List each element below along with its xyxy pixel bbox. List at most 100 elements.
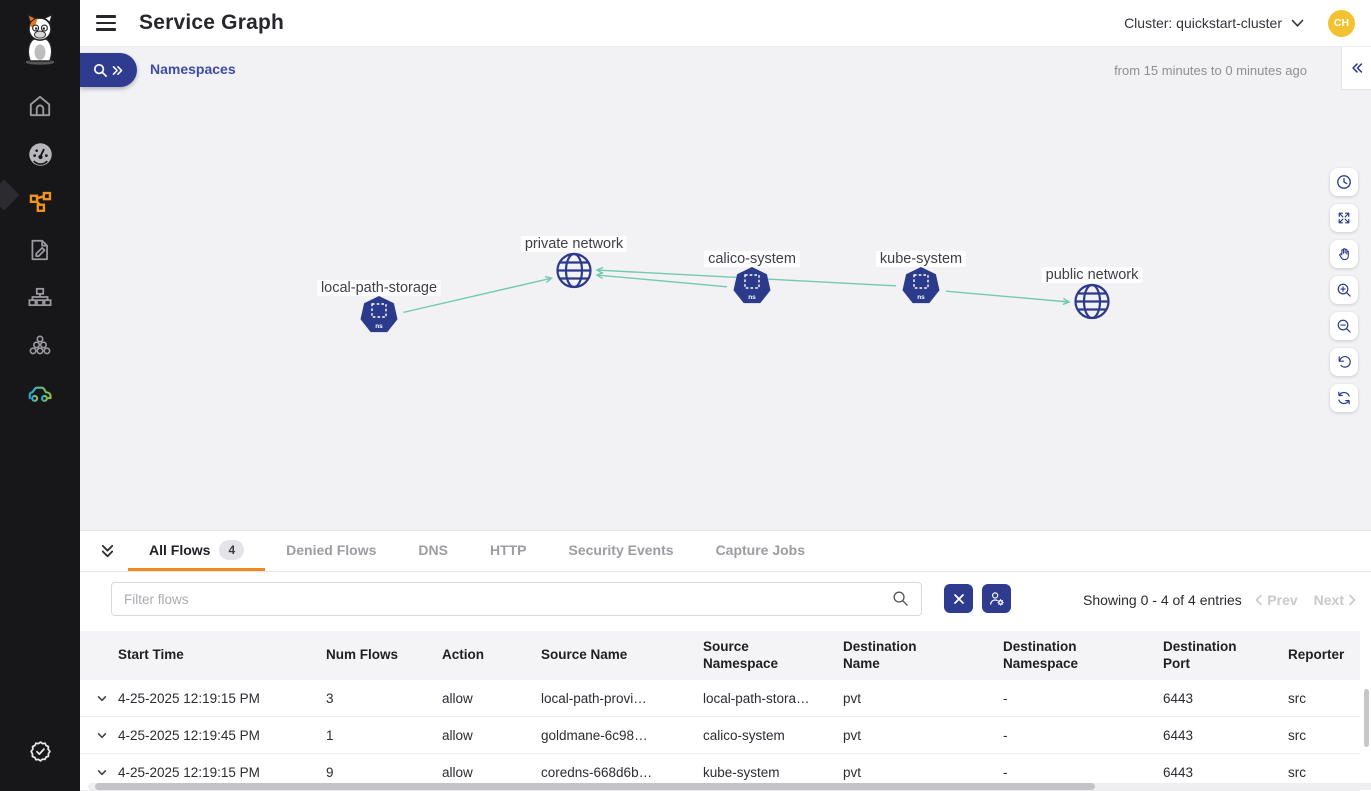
zoom-in-button[interactable] bbox=[1330, 276, 1358, 304]
prev-page-button[interactable]: Prev bbox=[1254, 592, 1298, 608]
tab-http[interactable]: HTTP bbox=[469, 531, 548, 571]
hamburger-menu-icon[interactable] bbox=[96, 10, 122, 36]
graph-node-label: kube-system bbox=[875, 251, 967, 267]
prev-label: Prev bbox=[1267, 592, 1298, 608]
graph-node-public-network[interactable] bbox=[1071, 281, 1113, 328]
calico-logo bbox=[18, 12, 62, 68]
flows-filter-row: Showing 0 - 4 of 4 entries Prev Next bbox=[80, 572, 1371, 630]
policies-icon[interactable] bbox=[16, 226, 64, 274]
refresh-button[interactable] bbox=[1330, 384, 1358, 412]
zoom-in-icon bbox=[1337, 283, 1351, 297]
time-range-label: from 15 minutes to 0 minutes ago bbox=[1114, 63, 1307, 78]
graph-node-label: local-path-storage bbox=[316, 280, 442, 296]
table-row[interactable]: 4-25-2025 12:19:15 PM 3 allow local-path-pr… bbox=[80, 680, 1360, 717]
fit-to-screen-button[interactable] bbox=[1330, 204, 1358, 232]
table-cell: local-path-provi… bbox=[541, 690, 647, 706]
row-expand-chevron-icon[interactable] bbox=[96, 692, 118, 705]
expand-arrows-icon bbox=[1338, 212, 1350, 224]
chevron-right-icon bbox=[1349, 594, 1356, 606]
svg-text:ns: ns bbox=[748, 294, 756, 301]
service-graph-icon[interactable] bbox=[16, 178, 64, 226]
graph-node-private-network[interactable] bbox=[553, 250, 595, 297]
table-cell: local-path-stora… bbox=[703, 690, 810, 706]
time-settings-button[interactable] bbox=[1330, 168, 1358, 196]
tab-security-events[interactable]: Security Events bbox=[548, 531, 695, 571]
cluster-selector[interactable]: Cluster: quickstart-cluster bbox=[1124, 15, 1304, 31]
next-page-button[interactable]: Next bbox=[1314, 592, 1357, 608]
table-row[interactable]: 4-25-2025 12:19:45 PM 1 allow goldmane-6c98… bbox=[80, 717, 1360, 754]
double-chevron-down-icon bbox=[101, 544, 113, 557]
graph-node-calico-system[interactable]: ns bbox=[732, 266, 772, 313]
undo-icon bbox=[1338, 355, 1351, 368]
row-expand-chevron-icon[interactable] bbox=[96, 766, 118, 779]
undo-button[interactable] bbox=[1330, 348, 1358, 376]
collapse-panel-button[interactable] bbox=[92, 531, 122, 571]
avatar[interactable]: CH bbox=[1328, 9, 1355, 37]
dashboard-icon[interactable] bbox=[16, 130, 64, 178]
refresh-icon bbox=[1338, 391, 1350, 405]
graph-search-button[interactable] bbox=[80, 53, 137, 87]
tab-count-badge: 4 bbox=[219, 539, 245, 560]
tab-label: Denied Flows bbox=[286, 541, 377, 558]
next-label: Next bbox=[1313, 592, 1344, 608]
table-cell: 1 bbox=[326, 727, 334, 743]
sidebar bbox=[0, 0, 80, 791]
filter-flows-input[interactable] bbox=[111, 582, 922, 616]
graph-edge-calico-system-to-private-network bbox=[595, 271, 728, 288]
pan-button[interactable] bbox=[1330, 240, 1358, 268]
horizontal-scrollbar-thumb[interactable] bbox=[95, 783, 1095, 790]
tab-label: HTTP bbox=[489, 541, 527, 558]
table-cell: coredns-668d6b… bbox=[541, 764, 653, 780]
column-header-source-name: Source Name bbox=[541, 647, 628, 663]
sidebar-nav bbox=[16, 82, 64, 418]
certificate-badge-icon[interactable] bbox=[16, 727, 64, 775]
zoom-out-button[interactable] bbox=[1330, 312, 1358, 340]
tab-label: DNS bbox=[418, 541, 448, 558]
graph-edge-kube-system-to-public-network bbox=[945, 290, 1071, 306]
car-icon[interactable] bbox=[16, 370, 64, 418]
tab-label: All Flows bbox=[149, 541, 211, 558]
graph-canvas[interactable]: Namespaces from 15 minutes to 0 minutes … bbox=[80, 47, 1371, 530]
svg-text:ns: ns bbox=[917, 294, 925, 301]
graph-edge-local-path-storage-to-private-network bbox=[403, 275, 554, 314]
table-cell: allow bbox=[442, 690, 473, 706]
tab-all-flows[interactable]: All Flows 4 bbox=[128, 531, 266, 571]
flows-tabs: All Flows 4 Denied Flows DNS HTTP Security Ev… bbox=[128, 531, 826, 571]
tab-denied-flows[interactable]: Denied Flows bbox=[265, 531, 397, 571]
right-panel-toggle[interactable] bbox=[1341, 47, 1371, 90]
tab-label: Security Events bbox=[568, 541, 674, 558]
column-header-num-flows: Num Flows bbox=[326, 647, 399, 663]
flows-panel: All Flows 4 Denied Flows DNS HTTP Security Ev… bbox=[80, 530, 1371, 791]
column-header-action: Action bbox=[442, 647, 484, 663]
horizontal-scrollbar bbox=[88, 783, 1371, 790]
graph-tools bbox=[1330, 168, 1358, 412]
graph-node-label: private network bbox=[520, 236, 628, 252]
column-header-start-time: Start Time bbox=[118, 647, 184, 663]
table-cell: allow bbox=[442, 764, 473, 780]
column-customize-button[interactable] bbox=[982, 584, 1011, 613]
table-cell: 4-25-2025 12:19:15 PM bbox=[118, 764, 260, 780]
clear-filter-button[interactable] bbox=[944, 584, 973, 613]
breadcrumb[interactable]: Namespaces bbox=[150, 61, 236, 77]
tab-dns[interactable]: DNS bbox=[397, 531, 469, 571]
vertical-scrollbar-thumb[interactable] bbox=[1364, 689, 1369, 747]
column-header-destination-name: Destination Name bbox=[843, 638, 917, 671]
table-cell: 6443 bbox=[1163, 690, 1194, 706]
chevron-left-icon bbox=[1255, 594, 1263, 606]
graph-node-kube-system[interactable]: ns bbox=[901, 266, 941, 313]
table-cell: 4-25-2025 12:19:45 PM bbox=[118, 727, 260, 743]
table-cell: 3 bbox=[326, 690, 334, 706]
clusters-icon[interactable] bbox=[16, 322, 64, 370]
home-icon[interactable] bbox=[16, 82, 64, 130]
tab-capture-jobs[interactable]: Capture Jobs bbox=[695, 531, 826, 571]
row-expand-chevron-icon[interactable] bbox=[96, 729, 118, 742]
network-sitemap-icon[interactable] bbox=[16, 274, 64, 322]
graph-node-local-path-storage[interactable]: ns bbox=[359, 295, 399, 342]
pagination: Prev Next bbox=[1254, 592, 1357, 608]
table-cell: 6443 bbox=[1163, 764, 1194, 780]
table-cell: allow bbox=[442, 727, 473, 743]
table-cell: pvt bbox=[843, 764, 862, 780]
hand-icon bbox=[1339, 248, 1349, 261]
table-cell: src bbox=[1288, 727, 1306, 743]
